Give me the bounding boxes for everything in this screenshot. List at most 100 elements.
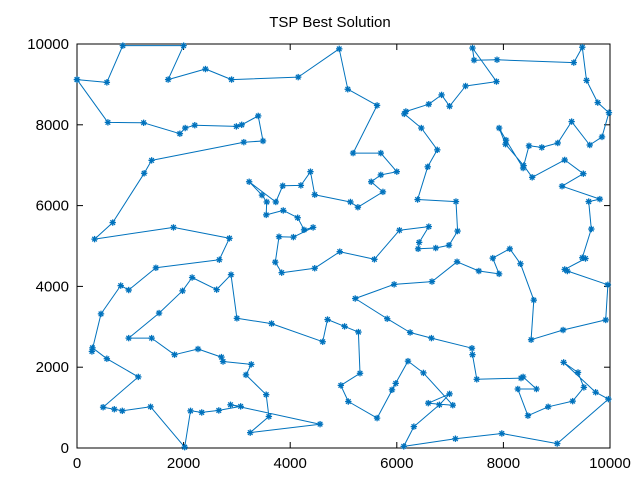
city-marker — [344, 86, 351, 93]
city-marker — [495, 124, 503, 132]
city-marker — [215, 407, 222, 414]
city-marker — [579, 44, 586, 51]
city-marker — [311, 191, 318, 198]
city-marker — [520, 162, 527, 169]
city-marker — [181, 443, 188, 451]
city-marker — [424, 163, 431, 171]
city-marker — [468, 345, 476, 352]
city-marker — [188, 274, 196, 281]
city-marker — [453, 258, 461, 265]
city-marker — [498, 430, 506, 437]
city-marker — [420, 369, 427, 377]
city-marker — [506, 245, 513, 253]
city-marker — [582, 255, 589, 262]
city-marker — [410, 423, 418, 430]
city-marker — [371, 256, 378, 263]
city-marker — [125, 334, 132, 342]
city-marker — [574, 369, 582, 376]
city-marker — [297, 182, 305, 189]
city-marker — [347, 198, 354, 206]
city-marker — [514, 385, 521, 393]
city-marker — [414, 245, 422, 253]
city-marker — [119, 407, 126, 415]
series-layer — [76, 45, 610, 448]
city-marker — [307, 168, 314, 175]
city-marker — [176, 130, 184, 137]
city-marker — [493, 56, 501, 63]
y-tick-label: 8000 — [36, 117, 69, 134]
city-marker — [263, 391, 270, 398]
chart-title: TSP Best Solution — [269, 14, 390, 31]
city-marker — [324, 316, 331, 323]
city-marker — [406, 329, 414, 336]
city-marker — [272, 198, 280, 206]
city-marker — [337, 382, 345, 389]
city-marker — [238, 121, 245, 128]
city-marker — [181, 124, 189, 132]
city-marker — [213, 286, 220, 293]
city-marker — [588, 225, 595, 233]
city-marker — [558, 183, 566, 190]
city-marker — [519, 373, 527, 381]
city-marker — [525, 142, 533, 150]
city-marker — [336, 45, 343, 53]
city-marker — [179, 287, 186, 295]
city-marker — [198, 409, 205, 416]
city-marker — [452, 198, 460, 205]
city-marker — [402, 108, 410, 115]
city-marker — [564, 267, 571, 275]
city-marker — [554, 440, 561, 447]
city-marker — [377, 171, 385, 179]
y-tick-label: 2000 — [36, 359, 69, 376]
city-marker — [502, 140, 509, 148]
city-marker — [88, 348, 96, 355]
city-marker — [111, 406, 118, 413]
city-marker — [475, 267, 483, 275]
city-marker — [388, 386, 396, 394]
city-marker — [580, 384, 588, 391]
city-marker — [594, 99, 601, 106]
city-marker — [240, 138, 248, 146]
city-marker — [560, 359, 567, 366]
city-marker — [418, 124, 425, 132]
city-marker — [227, 271, 235, 278]
city-marker — [242, 371, 250, 379]
city-marker — [97, 310, 105, 318]
city-marker — [91, 235, 98, 243]
city-marker — [493, 78, 500, 85]
city-marker — [533, 385, 540, 393]
city-marker — [470, 56, 478, 64]
city-marker — [354, 204, 362, 211]
city-marker — [140, 119, 147, 126]
city-marker — [226, 235, 233, 242]
city-marker — [390, 281, 398, 288]
city-marker — [449, 401, 456, 409]
city-marker — [377, 149, 385, 157]
city-marker — [559, 326, 567, 334]
city-marker — [280, 207, 287, 214]
city-marker — [180, 42, 187, 49]
city-marker — [570, 59, 577, 66]
city-marker — [272, 258, 279, 266]
city-marker — [538, 144, 545, 151]
x-tick-label: 4000 — [274, 455, 307, 472]
city-marker — [415, 239, 423, 246]
city-marker — [279, 182, 286, 190]
city-marker — [227, 401, 234, 408]
city-marker — [384, 315, 391, 322]
city-marker — [436, 401, 443, 408]
city-marker — [404, 357, 412, 365]
city-marker — [368, 178, 375, 185]
city-marker — [319, 338, 326, 345]
city-marker — [454, 227, 461, 235]
city-marker — [396, 227, 403, 234]
city-marker — [356, 370, 364, 377]
city-marker — [233, 315, 241, 322]
city-marker — [425, 100, 432, 108]
city-marker — [345, 398, 352, 405]
city-marker — [400, 443, 407, 450]
city-marker — [265, 413, 273, 420]
city-marker — [544, 403, 552, 410]
